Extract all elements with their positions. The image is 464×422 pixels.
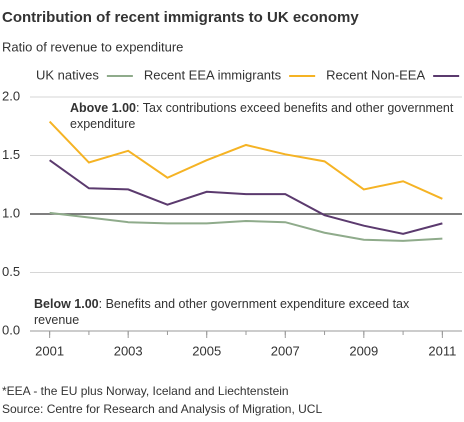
y-tick-label: 2.0: [2, 88, 20, 103]
legend-label: UK natives: [36, 67, 99, 82]
annotation-text: : Benefits and other government expendit…: [34, 297, 410, 327]
annotation-text: : Tax contributions exceed benefits and …: [70, 101, 454, 131]
footnote: Source: Centre for Research and Analysis…: [2, 402, 323, 416]
y-tick-label: 0.0: [2, 322, 20, 337]
annotation-bold: Below 1.00: [34, 297, 99, 311]
chart-title: Contribution of recent immigrants to UK …: [2, 9, 359, 26]
legend-label: Recent EEA immigrants: [144, 67, 282, 82]
x-tick-label: 2003: [114, 343, 143, 358]
y-tick-label: 0.5: [2, 264, 20, 279]
x-tick-label: 2009: [349, 343, 378, 358]
series-line: [48, 120, 443, 200]
annotation: Below 1.00: Benefits and other governmen…: [34, 296, 454, 328]
chart-subtitle: Ratio of revenue to expenditure: [2, 39, 183, 54]
annotation-bold: Above 1.00: [70, 101, 137, 115]
y-tick-label: 1.5: [2, 147, 20, 162]
x-tick-label: 2005: [192, 343, 221, 358]
x-tick-label: 2007: [271, 343, 300, 358]
x-tick-label: 2011: [428, 343, 456, 358]
y-tick-label: 1.0: [2, 205, 20, 220]
x-tick-label: 2001: [35, 343, 64, 358]
legend-label: Recent Non-EEA: [326, 67, 425, 82]
footnote: *EEA - the EU plus Norway, Iceland and L…: [2, 384, 289, 398]
series-line: [49, 159, 443, 235]
annotation: Above 1.00: Tax contributions exceed ben…: [70, 100, 455, 132]
series-line: [49, 211, 443, 242]
